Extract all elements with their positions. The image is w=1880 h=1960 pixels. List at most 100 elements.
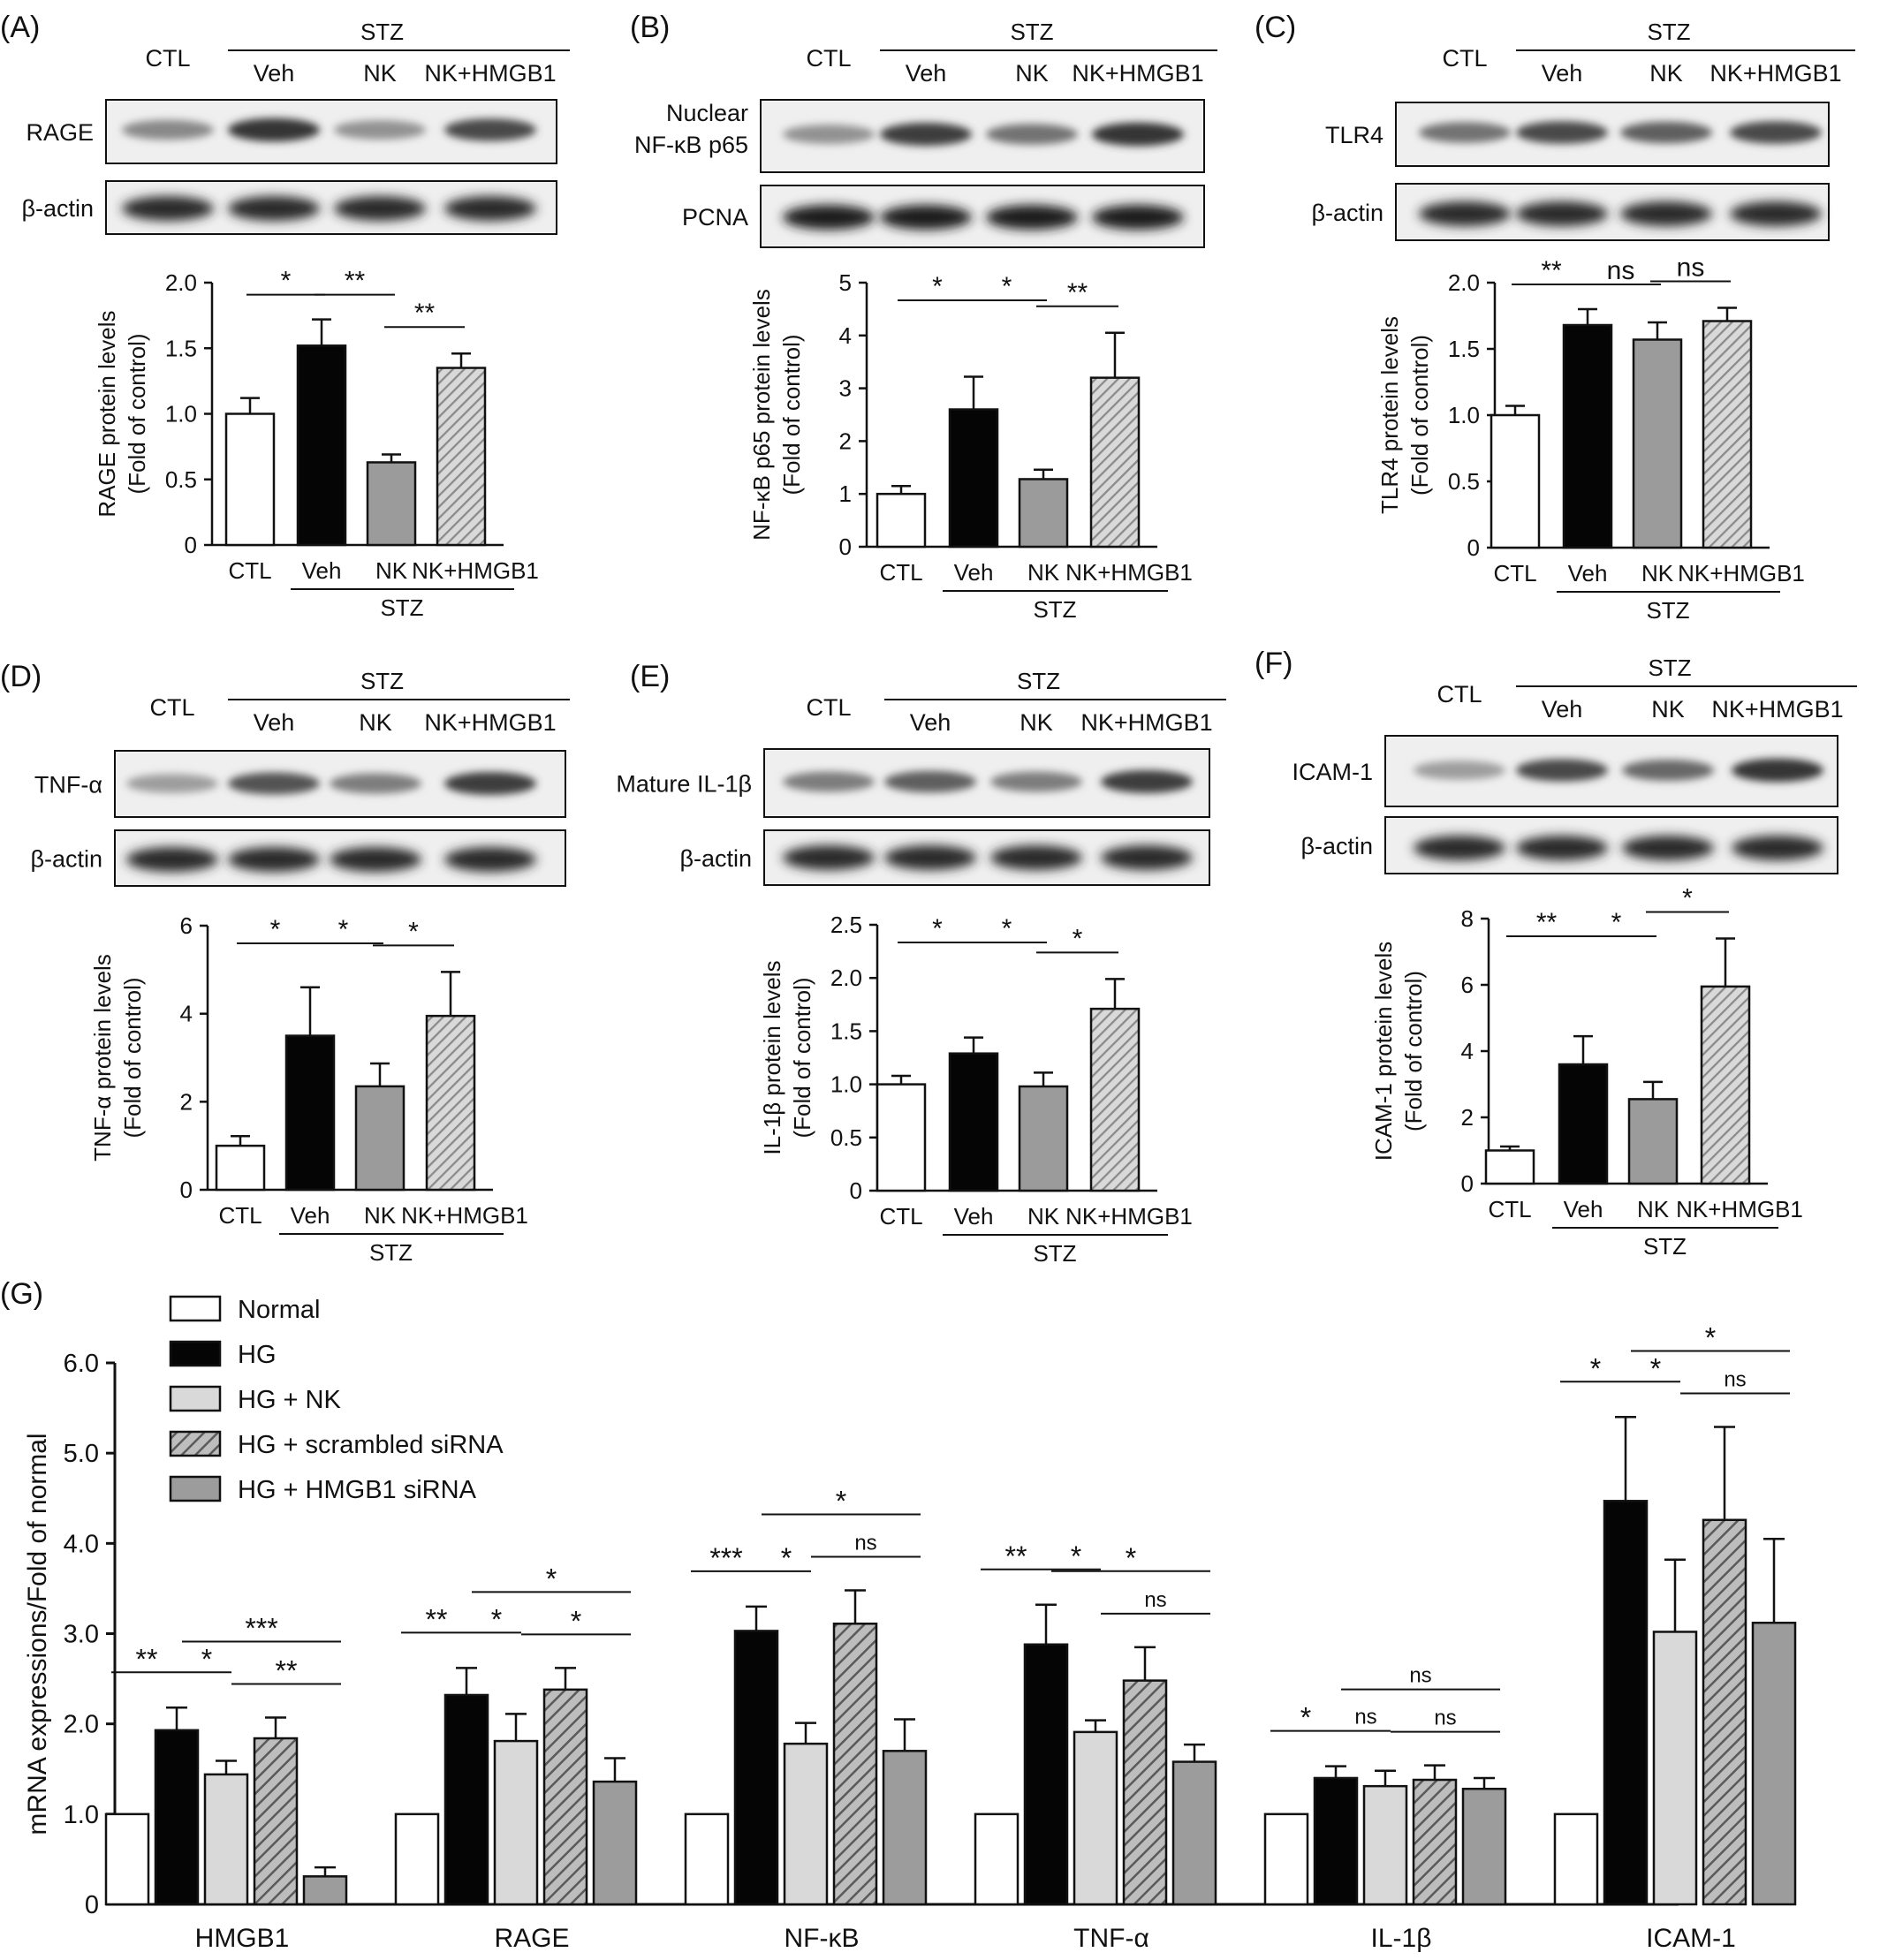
panel-letter: (C) (1255, 11, 1296, 44)
bar (1627, 1098, 1679, 1185)
x-tick-label: Veh (1568, 560, 1608, 586)
stz-header: STZ (1647, 19, 1690, 45)
protein-band (330, 847, 421, 872)
protein-band (1622, 760, 1714, 781)
lane-label: NK+HMGB1 (1072, 60, 1203, 87)
y-axis-label: NF-κB p65 protein levels (748, 289, 775, 541)
legend-swatch (169, 1475, 222, 1502)
significance-label: * (1071, 1540, 1081, 1572)
x-tick-label: Veh (954, 559, 994, 586)
panel-letter: (D) (0, 660, 42, 693)
bar (684, 1812, 730, 1906)
bar (1122, 1679, 1168, 1906)
band-label: Mature IL-1β (616, 771, 752, 798)
y-axis-label: IL-1β protein levels (759, 960, 785, 1154)
y-tick-label: 2.0 (165, 269, 197, 296)
bar (974, 1812, 1020, 1906)
protein-band (1732, 836, 1823, 860)
bar (1553, 1812, 1599, 1906)
bar (1362, 1784, 1408, 1906)
protein-band (444, 118, 536, 141)
bar (443, 1693, 489, 1906)
bar (215, 1144, 266, 1192)
y-tick-label: 8 (1461, 905, 1474, 932)
y-tick-label: 1.0 (165, 401, 197, 428)
ctl-lane-label: CTL (145, 45, 190, 72)
bar (1603, 1500, 1649, 1906)
bar (1171, 1760, 1217, 1906)
y-tick-label: 5.0 (64, 1440, 99, 1468)
significance-label: ns (1409, 1664, 1431, 1688)
band-label: β-actin (21, 195, 94, 222)
protein-band (783, 771, 875, 792)
protein-band (1414, 836, 1505, 860)
bar (948, 408, 999, 549)
y-tick-label: 1 (839, 481, 852, 507)
stz-group-label: STZ (1033, 1240, 1076, 1267)
protein-band (444, 196, 536, 221)
significance-label: ns (1144, 1588, 1166, 1612)
lane-label: NK+HMGB1 (424, 709, 556, 736)
significance-label: * (781, 1542, 792, 1574)
y-axis-label-units: (Fold of control) (119, 977, 146, 1138)
y-tick-label: 6.0 (64, 1350, 99, 1378)
legend-label: HG + HMGB1 siRNA (238, 1476, 477, 1504)
bar (1263, 1812, 1309, 1906)
y-tick-label: 4 (180, 1001, 193, 1027)
x-tick-label: Veh (1564, 1196, 1603, 1222)
bar (1702, 1518, 1747, 1906)
lane-label: NK (363, 60, 397, 87)
bar (203, 1773, 249, 1906)
protein-band (444, 847, 536, 872)
significance-label: * (408, 917, 419, 946)
panel-letter: (B) (630, 11, 670, 44)
ctl-lane-label: CTL (806, 45, 851, 72)
bar (154, 1729, 200, 1906)
bar (1632, 338, 1683, 549)
bar (1484, 1149, 1535, 1185)
x-tick-label: CTL (1493, 560, 1536, 586)
protein-band (1622, 836, 1714, 860)
bar (542, 1688, 588, 1906)
panel-letter: (E) (630, 660, 670, 693)
band-label: β-actin (1311, 200, 1383, 226)
ctl-lane-label: CTL (1442, 45, 1487, 72)
y-tick-label: 2 (1461, 1104, 1474, 1131)
y-tick-label: 2.0 (64, 1711, 99, 1739)
panel-letter: (G) (0, 1277, 43, 1311)
significance-label: * (1300, 1702, 1311, 1734)
protein-band (1419, 122, 1511, 143)
significance-label: * (571, 1605, 581, 1637)
stz-group-label: STZ (380, 594, 423, 621)
protein-band (1620, 121, 1712, 144)
x-tick-label: Veh (291, 1202, 330, 1229)
bar (1490, 413, 1541, 549)
y-tick-label: 3.0 (64, 1621, 99, 1649)
significance-label: ** (1005, 1540, 1027, 1572)
stz-group-label: STZ (369, 1239, 413, 1266)
bar (354, 1085, 406, 1192)
x-tick-label: NK (1641, 560, 1674, 586)
stz-header: STZ (360, 668, 404, 694)
bar (284, 1034, 336, 1192)
bar (1412, 1778, 1458, 1906)
lane-label: Veh (906, 60, 947, 87)
significance-label: *** (245, 1613, 277, 1645)
bar (104, 1812, 150, 1906)
legend-swatch (169, 1430, 222, 1457)
y-tick-label: 0 (1461, 1170, 1474, 1197)
x-tick-label: NK+HMGB1 (401, 1202, 528, 1229)
significance-label: ns (854, 1531, 876, 1555)
bar (1751, 1621, 1797, 1906)
bar (302, 1875, 348, 1906)
y-tick-label: 6 (180, 912, 193, 939)
legend-swatch (169, 1385, 222, 1412)
legend-label: HG (238, 1341, 277, 1369)
band-label: ICAM-1 (1292, 759, 1373, 785)
significance-label: * (932, 914, 943, 943)
bar (1562, 323, 1613, 549)
